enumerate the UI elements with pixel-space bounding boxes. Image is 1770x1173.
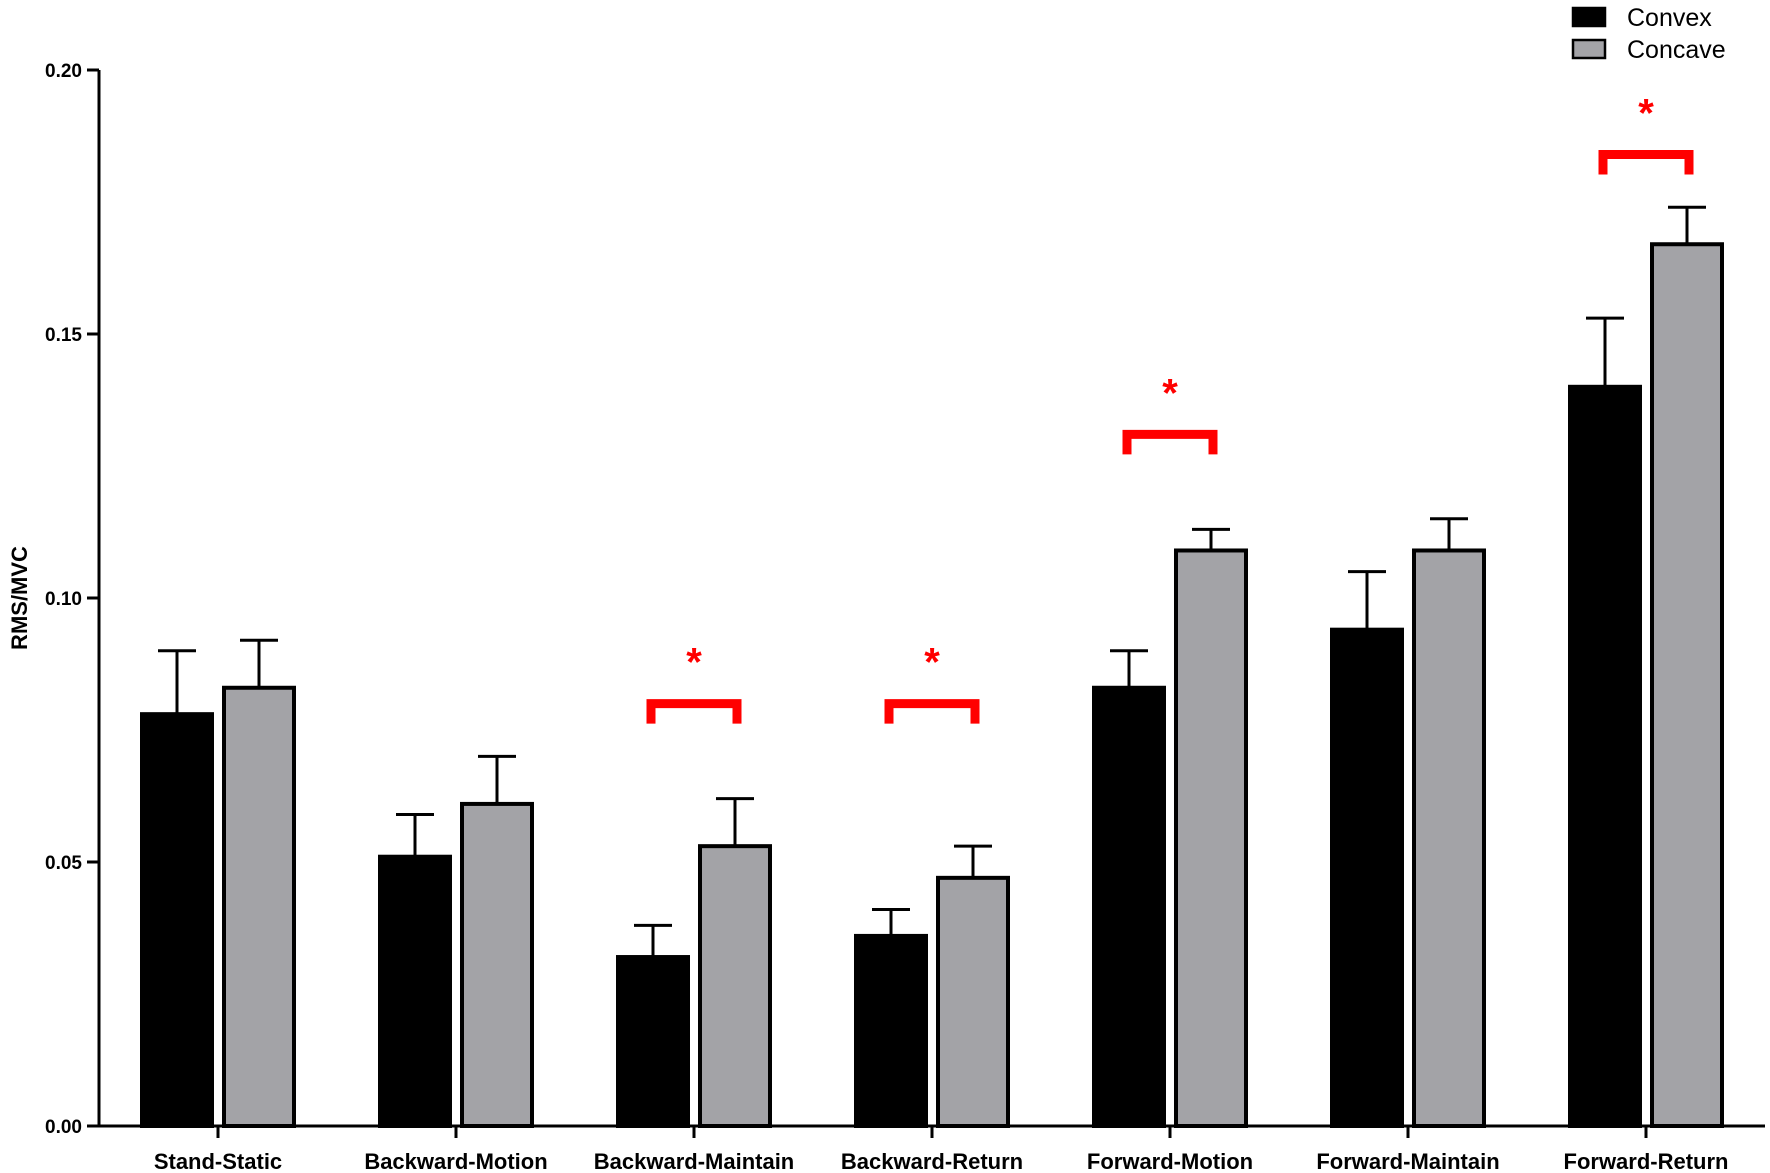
bar-concave bbox=[698, 844, 772, 1128]
category-label: Backward-Motion bbox=[364, 1149, 547, 1173]
legend-label: Convex bbox=[1627, 4, 1712, 32]
legend-swatch-convex bbox=[1571, 6, 1607, 28]
category-label: Stand-Static bbox=[154, 1149, 282, 1173]
legend: Convex Concave bbox=[1571, 4, 1726, 64]
significance-markers: * * * * bbox=[646, 91, 1694, 724]
bar-convex bbox=[1092, 685, 1166, 1128]
y-tick-label: 0.15 bbox=[45, 325, 82, 346]
y-tick-label: 0.20 bbox=[45, 61, 82, 82]
significance-star: * bbox=[924, 641, 940, 685]
bar-concave bbox=[1412, 548, 1486, 1128]
y-axis-title: RMS/MVC bbox=[7, 546, 32, 650]
bar-convex bbox=[616, 955, 690, 1128]
bar-convex bbox=[1330, 627, 1404, 1128]
bar-convex bbox=[854, 933, 928, 1128]
significance-bracket bbox=[884, 699, 980, 724]
bar-concave bbox=[1650, 242, 1724, 1129]
bar-convex bbox=[140, 712, 214, 1128]
significance-star: * bbox=[686, 641, 702, 685]
significance-bracket bbox=[646, 699, 742, 724]
bars bbox=[140, 205, 1724, 1129]
category-label: Forward-Return bbox=[1564, 1149, 1729, 1173]
significance-star: * bbox=[1162, 371, 1178, 415]
axes: 0.00 0.05 0.10 0.15 0.20 Stand-Static Backward… bbox=[45, 61, 1765, 1173]
category-label: Forward-Motion bbox=[1087, 1149, 1253, 1173]
y-tick-label: 0.00 bbox=[45, 1117, 82, 1138]
bar-concave bbox=[1174, 548, 1248, 1128]
significance-bracket bbox=[1122, 429, 1218, 455]
bar-concave bbox=[460, 801, 534, 1128]
legend-label: Concave bbox=[1627, 36, 1726, 64]
y-tick-label: 0.10 bbox=[45, 589, 82, 610]
significance-bracket bbox=[1598, 149, 1694, 175]
legend-swatch-concave bbox=[1571, 38, 1607, 60]
category-label: Backward-Return bbox=[841, 1149, 1023, 1173]
bar-concave bbox=[222, 685, 296, 1128]
category-label: Forward-Maintain bbox=[1316, 1149, 1499, 1173]
category-label: Backward-Maintain bbox=[594, 1149, 795, 1173]
bar-convex bbox=[1568, 384, 1642, 1128]
significance-star: * bbox=[1638, 91, 1654, 135]
bar-convex bbox=[378, 854, 452, 1128]
y-tick-label: 0.05 bbox=[45, 853, 82, 874]
bar-concave bbox=[936, 875, 1010, 1129]
